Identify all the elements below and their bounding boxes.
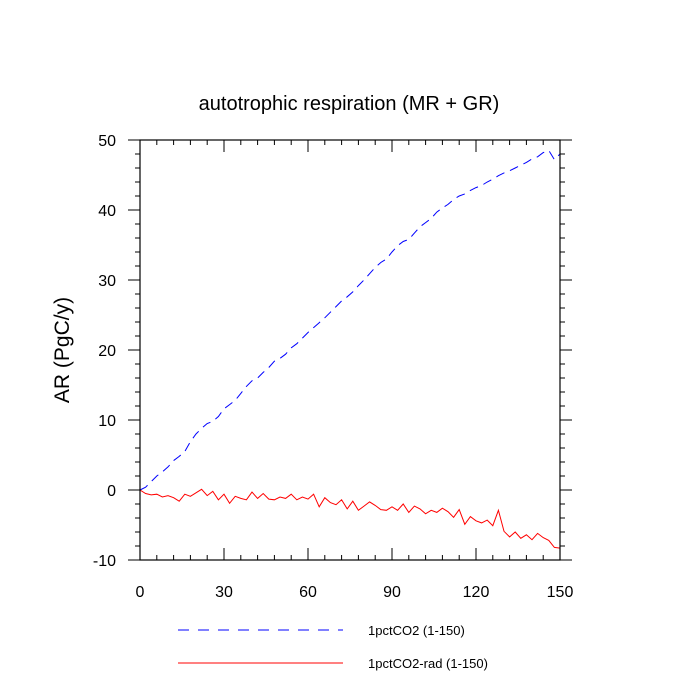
x-tick-label: 150	[547, 584, 574, 601]
legend-label-2: 1pctCO2-rad (1-150)	[368, 656, 488, 671]
y-tick-label: 30	[98, 273, 116, 290]
y-tick-label: -10	[93, 553, 116, 570]
x-tick-label: 90	[383, 584, 401, 601]
tick-labels: 0 30 60 90 120 150 -10 0 10 20 30 40 50	[93, 133, 574, 601]
chart-title: autotrophic respiration (MR + GR)	[199, 93, 500, 115]
y-tick-label: 20	[98, 343, 116, 360]
legend-label-1: 1pctCO2 (1-150)	[368, 623, 465, 638]
x-tick-label: 30	[215, 584, 233, 601]
series-layer	[139, 149, 561, 549]
x-tick-label: 60	[299, 584, 317, 601]
tick-marks	[128, 139, 572, 561]
series-line-2	[139, 488, 561, 549]
series-line-1	[139, 149, 561, 491]
x-tick-label: 120	[463, 584, 490, 601]
y-tick-label: 0	[107, 483, 116, 500]
legend: 1pctCO2 (1-150) 1pctCO2-rad (1-150)	[178, 623, 488, 671]
y-tick-label: 10	[98, 413, 116, 430]
plot-frame	[139, 139, 561, 561]
y-tick-label: 50	[98, 133, 116, 150]
y-tick-label: 40	[98, 203, 116, 220]
y-axis-label: AR (PgC/y)	[51, 297, 74, 403]
x-tick-label: 0	[136, 584, 145, 601]
